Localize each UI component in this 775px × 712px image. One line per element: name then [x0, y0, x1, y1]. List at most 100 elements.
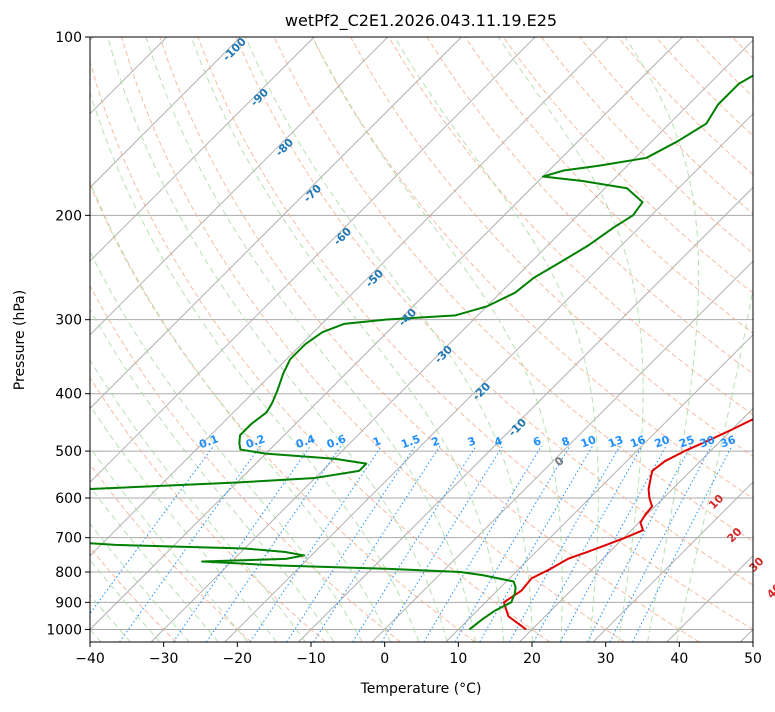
moist-adiabat-label: 0 [552, 454, 567, 469]
isotherm-line [445, 334, 753, 642]
moist-adiabat-label: -100 [220, 35, 249, 64]
x-axis: −40 −30 −20 −10 0 10 20 30 40 50 [75, 642, 762, 667]
moist-adiabat-line [90, 523, 190, 642]
mixing-ratio-line [454, 445, 571, 642]
mixing-ratio-line [286, 445, 416, 642]
y-tick-label: 200 [55, 208, 82, 224]
isotherm-line [371, 260, 753, 642]
mixing-ratio-label: 13 [606, 433, 625, 450]
isotherm-line [666, 555, 753, 642]
mixing-ratio-line [509, 445, 621, 642]
dry-adiabat-label: 10 [706, 492, 726, 512]
moist-adiabat-label: -60 [331, 225, 354, 248]
dry-adiabat-line [121, 37, 625, 642]
moist-adiabat-line [245, 37, 533, 642]
isotherm-line [519, 407, 753, 642]
moist-adiabat-label: -40 [396, 306, 419, 329]
mixing-ratio-label: 2 [430, 434, 442, 449]
moist-adiabat-line [90, 308, 335, 642]
moist-adiabat-line [624, 37, 700, 642]
background-lines [0, 37, 775, 642]
moist-adiabat-line [90, 485, 219, 642]
moist-adiabat-label: -50 [363, 267, 386, 290]
moist-adiabat-line [90, 446, 249, 642]
dry-adiabat-line [464, 37, 753, 334]
y-axis: 100 200 300 400 500 600 700 800 900 1000 [46, 30, 90, 638]
mixing-ratio-label: 1 [371, 434, 383, 449]
dry-adiabat-line [540, 37, 753, 254]
data-lines [90, 74, 753, 631]
isotherm-line [90, 37, 241, 189]
dry-adiabat-line [90, 463, 252, 642]
mixing-ratio-line [205, 445, 342, 642]
moist-adiabat-line [394, 37, 599, 642]
moist-adiabat-line [90, 559, 161, 642]
moist-adiabat-line [107, 37, 448, 642]
mixing-ratio-line [632, 445, 733, 642]
x-tick-label: 30 [597, 651, 615, 667]
dry-adiabat-line [502, 37, 753, 294]
mixing-ratio-line [313, 445, 441, 642]
x-tick-label: −40 [75, 651, 105, 667]
mixing-ratio-label: 36 [719, 433, 738, 451]
x-tick-label: 50 [744, 651, 762, 667]
mixing-ratio-line [533, 445, 643, 642]
x-tick-label: −20 [223, 651, 253, 667]
moist-adiabat-line [497, 37, 644, 642]
mixing-ratio-label: 1.5 [399, 432, 422, 451]
dry-adiabat-line [693, 37, 753, 98]
mixing-ratio-label: 0.4 [294, 432, 317, 451]
moist-adiabat-line [0, 37, 71, 642]
mixing-ratio-line [381, 445, 504, 642]
mixing-ratio-line [172, 445, 311, 642]
mixing-ratio-line [119, 445, 261, 642]
y-tick-label: 300 [55, 313, 82, 329]
isotherm-line [740, 628, 753, 642]
x-tick-label: −30 [149, 651, 179, 667]
y-tick-label: 800 [55, 565, 82, 581]
isotherm-line [592, 481, 753, 642]
moist-adiabat-label: -20 [470, 380, 493, 403]
x-tick-label: 20 [523, 651, 541, 667]
y-tick-label: 400 [55, 387, 82, 403]
y-tick-label: 1000 [46, 622, 82, 638]
mixing-ratio-label: 0.1 [197, 432, 220, 451]
mixing-ratio-label: 25 [677, 433, 696, 450]
moist-adiabat-line [90, 180, 392, 642]
chart-title: wetPf2_C2E1.2026.043.11.19.E25 [285, 11, 557, 31]
isotherm-line [90, 37, 536, 483]
moist-adiabat-line [90, 250, 363, 642]
moist-adiabat-line [676, 285, 753, 642]
dry-adiabat-line [350, 37, 753, 457]
mixing-ratio-label: 0.6 [325, 432, 348, 451]
x-tick-label: 10 [449, 651, 467, 667]
isotherm-line [90, 37, 683, 631]
dry-adiabat-line [770, 37, 775, 642]
y-tick-label: 900 [55, 595, 82, 611]
isotherm-line [224, 113, 753, 642]
dewpoint-profile-line [90, 74, 753, 631]
moist-adiabat-line [145, 37, 476, 642]
isotherm-line [90, 37, 315, 262]
y-tick-label: 700 [55, 531, 82, 547]
isotherm-line [90, 37, 462, 410]
isotherm-line [90, 37, 389, 336]
dry-adiabat-line [235, 37, 753, 586]
y-tick-label: 500 [55, 444, 82, 460]
mixing-ratio-line [249, 445, 383, 642]
temperature-profile-line [502, 418, 753, 631]
y-tick-label: 100 [55, 30, 82, 46]
dry-adiabat-line [90, 60, 551, 642]
mixing-ratio-label: 4 [492, 434, 504, 449]
isotherm-line [90, 37, 610, 557]
x-tick-label: −10 [296, 651, 326, 667]
dry-adiabat-line [90, 182, 476, 642]
mixing-ratio-label: 20 [653, 433, 672, 451]
moist-adiabat-line [190, 37, 505, 642]
line-labels: 0.1 0.2 0.4 0.6 1 1.5 2 3 4 6 8 10 13 16 20 25 30 3610203… [197, 35, 775, 601]
y-tick-label: 600 [55, 491, 82, 507]
dry-adiabat-line [426, 37, 753, 375]
dry-adiabat-line [388, 37, 753, 416]
x-tick-label: 40 [670, 651, 688, 667]
mixing-ratio-label: 16 [628, 433, 647, 451]
